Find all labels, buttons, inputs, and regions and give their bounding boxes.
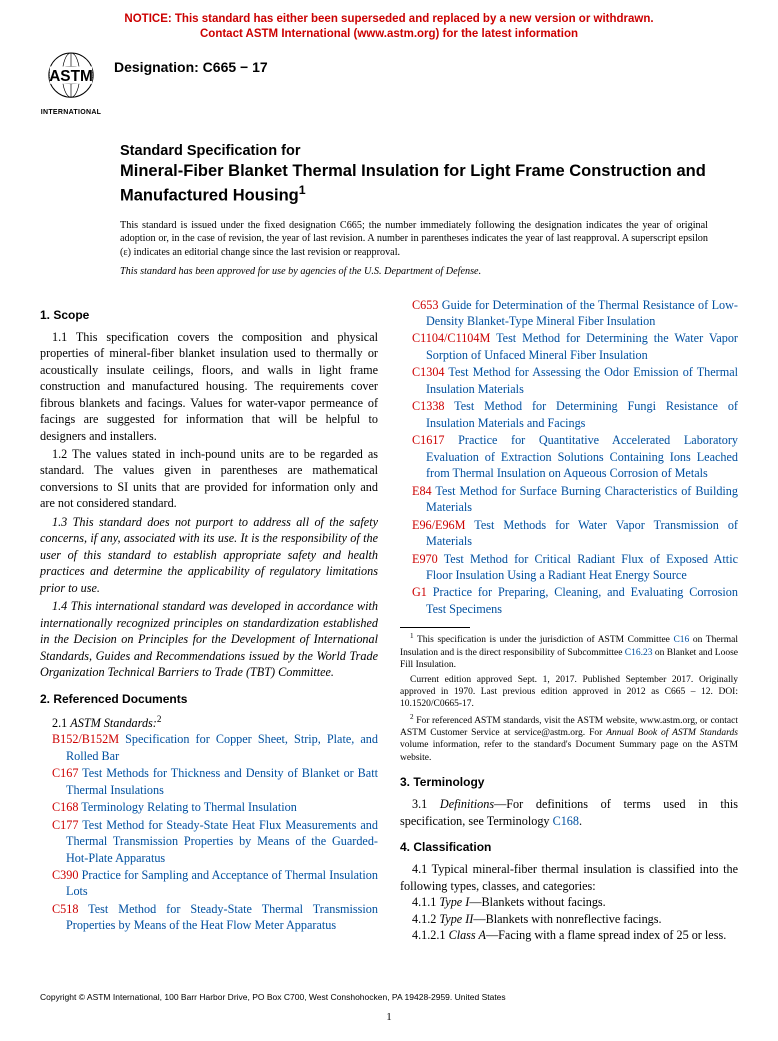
- logo-subtext: INTERNATIONAL: [40, 108, 102, 117]
- refs-heading: 2. Referenced Documents: [40, 691, 378, 707]
- issuance-text: This standard is issued under the fixed …: [120, 219, 738, 259]
- ref-desc: Practice for Sampling and Acceptance of …: [66, 868, 378, 898]
- ref-desc: Practice for Quantitative Accelerated La…: [426, 433, 738, 480]
- ref-desc: Practice for Preparing, Cleaning, and Ev…: [426, 585, 738, 615]
- committee-link[interactable]: C16: [673, 636, 689, 646]
- classif-type2: 4.1.2 Type II—Blankets with nonreflectiv…: [400, 911, 738, 927]
- ref-item: C653 Guide for Determination of the Ther…: [400, 297, 738, 330]
- scope-p3: 1.3 This standard does not purport to ad…: [40, 514, 378, 596]
- ref-desc: Terminology Relating to Thermal Insulati…: [78, 800, 296, 814]
- ref-code-link[interactable]: C1304: [412, 365, 445, 379]
- terminology-p1: 3.1 Definitions—For definitions of terms…: [400, 796, 738, 829]
- ref-code-link[interactable]: C1338: [412, 399, 445, 413]
- ref-item: C1338 Test Method for Determining Fungi …: [400, 398, 738, 431]
- terminology-heading: 3. Terminology: [400, 774, 738, 790]
- notice-line1: NOTICE: This standard has either been su…: [124, 13, 653, 25]
- ref-code-link[interactable]: E84: [412, 484, 432, 498]
- ref-item: B152/B152M Specification for Copper Shee…: [40, 731, 378, 764]
- ref-item: E84 Test Method for Surface Burning Char…: [400, 483, 738, 516]
- title-main: Mineral-Fiber Blanket Thermal Insulation…: [120, 161, 738, 207]
- footnote-rule: [400, 627, 470, 628]
- ref-code-link[interactable]: E96/E96M: [412, 518, 466, 532]
- page-number: 1: [0, 1010, 778, 1025]
- classif-p1: 4.1 Typical mineral-fiber thermal insula…: [400, 861, 738, 894]
- ref-desc: Test Method for Determining Fungi Resist…: [426, 399, 738, 429]
- ref-desc: Test Method for Surface Burning Characte…: [426, 484, 738, 514]
- classification-heading: 4. Classification: [400, 839, 738, 855]
- footnote-2: 2 For referenced ASTM standards, visit t…: [400, 713, 738, 765]
- ref-item: C168 Terminology Relating to Thermal Ins…: [40, 799, 378, 815]
- title-super: 1: [299, 183, 306, 197]
- ref-item: C518 Test Method for Steady-State Therma…: [40, 901, 378, 934]
- copyright-text: Copyright © ASTM International, 100 Barr…: [40, 992, 506, 1003]
- ref-item: G1 Practice for Preparing, Cleaning, and…: [400, 584, 738, 617]
- terminology-ref-link[interactable]: C168: [553, 814, 579, 828]
- logo-block: ASTM INTERNATIONAL: [40, 52, 102, 118]
- scope-p2: 1.2 The values stated in inch-pound unit…: [40, 446, 378, 512]
- approval-text: This standard has been approved for use …: [120, 265, 738, 279]
- ref-code-link[interactable]: E970: [412, 552, 438, 566]
- astm-logo-icon: ASTM: [42, 52, 100, 104]
- header-row: ASTM INTERNATIONAL Designation: C665 − 1…: [40, 52, 738, 118]
- ref-code-link[interactable]: C167: [52, 766, 78, 780]
- title-pre: Standard Specification for: [120, 142, 738, 161]
- ref-desc: Test Method for Steady-State Thermal Tra…: [66, 902, 378, 932]
- refs-subhead: 2.1 ASTM Standards:2: [40, 713, 378, 732]
- subcommittee-link[interactable]: C16.23: [625, 648, 653, 658]
- footnote-1: 1 This specification is under the jurisd…: [400, 632, 738, 671]
- notice-line2: Contact ASTM International (www.astm.org…: [200, 28, 578, 40]
- ref-code-link[interactable]: C390: [52, 868, 78, 882]
- classif-cat1: (1) Category 1—Facing is a vapor retarde…: [760, 297, 778, 313]
- notice-banner: NOTICE: This standard has either been su…: [40, 12, 738, 42]
- ref-desc: Test Method for Assessing the Odor Emiss…: [426, 365, 738, 395]
- footnote-1b: Current edition approved Sept. 1, 2017. …: [400, 674, 738, 711]
- ref-item: C390 Practice for Sampling and Acceptanc…: [40, 867, 378, 900]
- classif-type1: 4.1.1 Type I—Blankets without facings.: [400, 894, 738, 910]
- ref-code-link[interactable]: C177: [52, 818, 78, 832]
- footnotes: 1 This specification is under the jurisd…: [400, 632, 738, 764]
- ref-desc: Test Methods for Water Vapor Transmissio…: [426, 518, 738, 548]
- ref-item: C1104/C1104M Test Method for Determining…: [400, 330, 738, 363]
- page: NOTICE: This standard has either been su…: [0, 0, 778, 1041]
- title-block: Standard Specification for Mineral-Fiber…: [120, 142, 738, 207]
- ref-item: C167 Test Methods for Thickness and Dens…: [40, 765, 378, 798]
- svg-text:ASTM: ASTM: [49, 68, 93, 85]
- classif-classA: 4.1.2.1 Class A—Facing with a flame spre…: [400, 927, 738, 943]
- body-columns: 1. Scope 1.1 This specification covers t…: [40, 297, 738, 947]
- ref-item: E970 Test Method for Critical Radiant Fl…: [400, 551, 738, 584]
- scope-p4: 1.4 This international standard was deve…: [40, 598, 378, 680]
- scope-heading: 1. Scope: [40, 307, 378, 323]
- ref-desc: Test Methods for Thickness and Density o…: [66, 766, 378, 796]
- ref-code-link[interactable]: C1104/C1104M: [412, 331, 490, 345]
- ref-desc: Test Method for Critical Radiant Flux of…: [426, 552, 738, 582]
- scope-p1: 1.1 This specification covers the compos…: [40, 329, 378, 444]
- ref-code-link[interactable]: C518: [52, 902, 78, 916]
- ref-item: C177 Test Method for Steady-State Heat F…: [40, 817, 378, 866]
- designation: Designation: C665 − 17: [114, 58, 268, 77]
- ref-code-link[interactable]: C168: [52, 800, 78, 814]
- ref-item: E96/E96M Test Methods for Water Vapor Tr…: [400, 517, 738, 550]
- ref-code-link[interactable]: C653: [412, 298, 438, 312]
- ref-item: C1617 Practice for Quantitative Accelera…: [400, 432, 738, 481]
- ref-desc: Guide for Determination of the Thermal R…: [426, 298, 738, 328]
- classif-cat2: (2) Category 2—Facing is not a vapor ret…: [760, 313, 778, 329]
- title-main-text: Mineral-Fiber Blanket Thermal Insulation…: [120, 162, 706, 205]
- ref-code-link[interactable]: B152/B152M: [52, 732, 119, 746]
- ref-code-link[interactable]: G1: [412, 585, 427, 599]
- ref-code-link[interactable]: C1617: [412, 433, 445, 447]
- ref-item: C1304 Test Method for Assessing the Odor…: [400, 364, 738, 397]
- ref-desc: Test Method for Steady-State Heat Flux M…: [66, 818, 378, 865]
